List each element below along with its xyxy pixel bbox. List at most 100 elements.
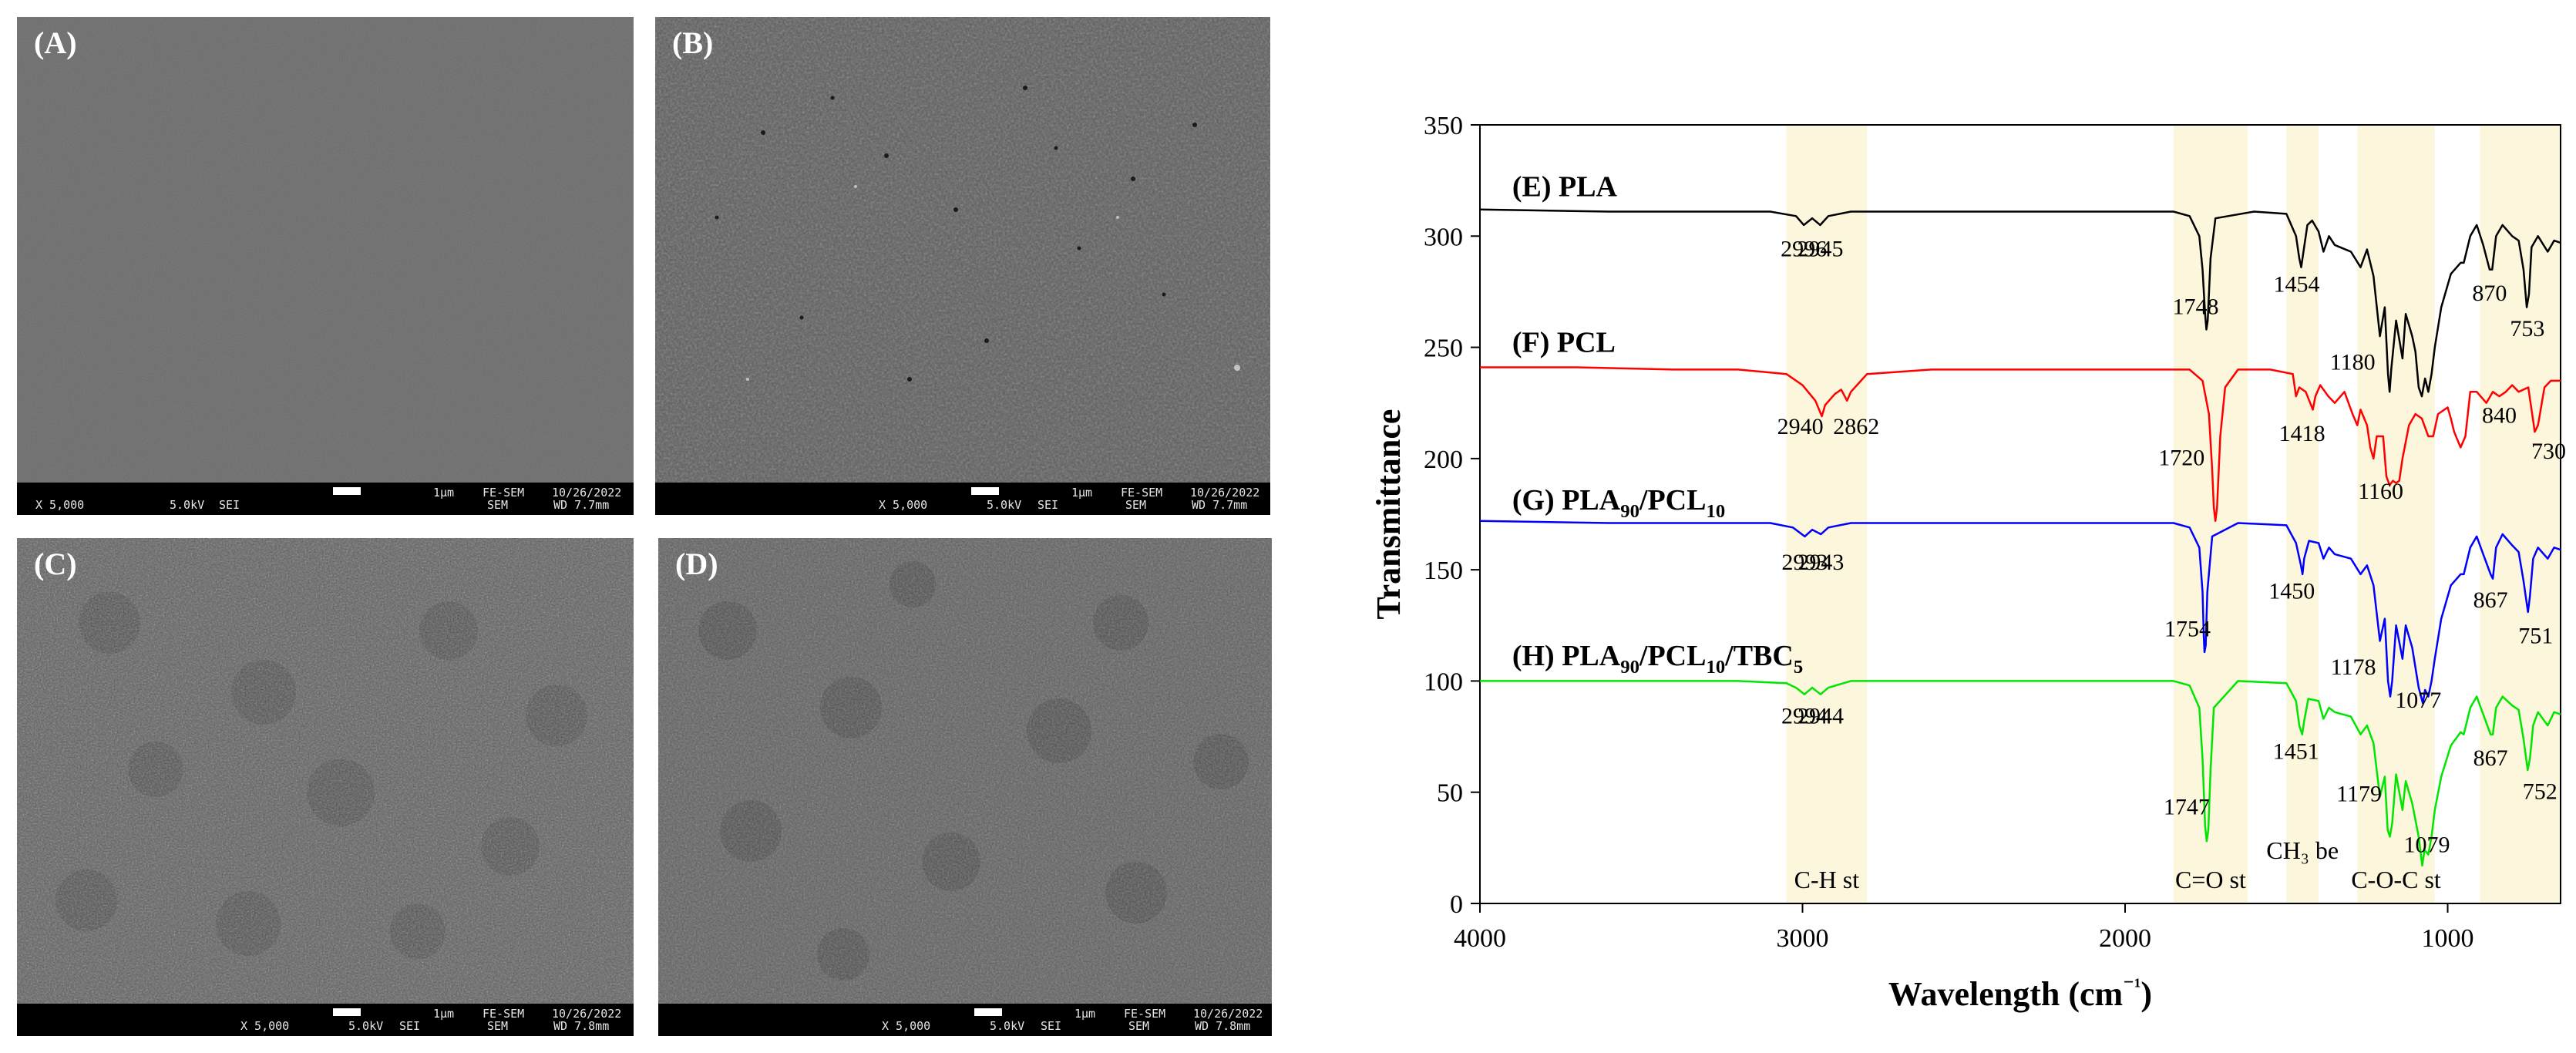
working-distance: WD 7.8mm bbox=[553, 1019, 610, 1033]
voltage: 5.0kV bbox=[170, 498, 205, 512]
magnification: X 5,000 bbox=[240, 1019, 290, 1033]
mode: SEM bbox=[487, 498, 509, 512]
x-tick-label: 2000 bbox=[2099, 924, 2151, 953]
peak-label: 2996 bbox=[1781, 236, 1827, 261]
band-label: C-O-C st bbox=[2351, 866, 2441, 893]
panel-label: (C) bbox=[34, 547, 77, 581]
series-label-part: 10 bbox=[1706, 501, 1725, 522]
working-distance: WD 7.7mm bbox=[1192, 498, 1248, 512]
peak-label: 867 bbox=[2473, 587, 2508, 613]
y-tick-label: 50 bbox=[1437, 779, 1463, 808]
scale-bar bbox=[971, 487, 999, 495]
plot-frame bbox=[1479, 124, 2561, 904]
y-tick-label: 300 bbox=[1424, 223, 1463, 251]
y-tick-label: 200 bbox=[1424, 446, 1463, 474]
peak-label: 1160 bbox=[2358, 479, 2403, 504]
peak-label: 753 bbox=[2510, 316, 2544, 341]
peak-label: 730 bbox=[2531, 439, 2566, 464]
panel-label: (D) bbox=[675, 547, 718, 581]
ftir-chart: 0 50 100 150 200 250 300 350 4000 3000 2000 1000 Tra… bbox=[1370, 112, 2566, 1013]
working-distance: WD 7.7mm bbox=[553, 498, 610, 512]
peak-label: 1454 bbox=[2274, 271, 2320, 297]
instrument: FE-SEM bbox=[1124, 1007, 1166, 1021]
peak-label: 1077 bbox=[2395, 688, 2441, 713]
magnification: X 5,000 bbox=[35, 498, 85, 512]
magnification: X 5,000 bbox=[879, 498, 928, 512]
y-tick-label: 350 bbox=[1424, 112, 1463, 140]
scale-bar bbox=[333, 487, 361, 495]
series-label-part: /TBC bbox=[1724, 640, 1794, 672]
working-distance: WD 7.8mm bbox=[1195, 1019, 1251, 1033]
series-label-part: /PCL bbox=[1639, 640, 1707, 672]
series-label-part: /PCL bbox=[1639, 484, 1707, 516]
peak-label: 751 bbox=[2518, 623, 2553, 648]
peak-label: 1180 bbox=[2330, 349, 2376, 375]
voltage: 5.0kV bbox=[990, 1019, 1025, 1033]
peak-label: 1178 bbox=[2331, 654, 2376, 680]
peak-label: 1748 bbox=[2172, 294, 2218, 319]
instrument: FE-SEM bbox=[483, 486, 525, 500]
series-name: (G) PLA90/PCL10 bbox=[1512, 484, 1725, 522]
sem-micrograph-d bbox=[658, 538, 1272, 1036]
peak-label: 1450 bbox=[2268, 579, 2315, 604]
peak-label: 870 bbox=[2472, 281, 2507, 306]
sem-info-bar: X 5,000 5.0kV SEI 1μm FE-SEM SEM 10/26/2… bbox=[655, 483, 1270, 515]
sem-micrograph-b bbox=[655, 17, 1270, 515]
x-tick-label: 3000 bbox=[1777, 924, 1829, 953]
series-label-part: 90 bbox=[1620, 501, 1639, 522]
magnification: X 5,000 bbox=[882, 1019, 931, 1033]
peak-label: 867 bbox=[2473, 745, 2508, 771]
sem-micrograph-c bbox=[17, 538, 634, 1036]
series-name: (E) PLA bbox=[1512, 170, 1618, 203]
detector: SEI bbox=[1037, 498, 1059, 512]
series-label-part: (F) PCL bbox=[1512, 326, 1616, 358]
series-line bbox=[1480, 366, 2561, 522]
mode: SEM bbox=[1125, 498, 1147, 512]
band-label: C-H st bbox=[1794, 866, 1860, 893]
band-label: C=O st bbox=[2175, 866, 2246, 893]
series-label-part: (H) PLA bbox=[1512, 640, 1621, 672]
peak-label: 2940 bbox=[1777, 414, 1824, 439]
y-axis-label: Transmittance bbox=[1370, 409, 1407, 620]
detector: SEI bbox=[399, 1019, 421, 1033]
x-axis-label: Wavelength (cm⁻¹) bbox=[1888, 974, 2152, 1013]
assignment-band bbox=[1786, 125, 1868, 903]
series-label-part: 5 bbox=[1794, 657, 1803, 678]
peak-label: 2945 bbox=[1797, 236, 1844, 261]
peak-label: 2862 bbox=[1833, 414, 1879, 439]
date: 10/26/2022 bbox=[1190, 486, 1260, 500]
y-tick-label: 0 bbox=[1450, 890, 1463, 919]
peak-label: 840 bbox=[2482, 403, 2517, 429]
series-label-part: 90 bbox=[1620, 657, 1639, 678]
peak-label: 2994 bbox=[1781, 703, 1828, 728]
sem-info-bar: X 5,000 5.0kV SEI 1μm FE-SEM SEM 10/26/2… bbox=[658, 1004, 1272, 1036]
sem-micrograph-a bbox=[17, 17, 634, 515]
peak-label: 1079 bbox=[2403, 833, 2450, 858]
x-axis-label-part: ) bbox=[2141, 975, 2152, 1013]
detector: SEI bbox=[219, 498, 240, 512]
series-line bbox=[1479, 208, 2561, 398]
sem-panel-b: (B) X 5,000 5.0kV SEI 1μm FE-SEM SEM 10/… bbox=[655, 17, 1270, 515]
date: 10/26/2022 bbox=[552, 486, 622, 500]
peak-label: 1747 bbox=[2164, 795, 2210, 820]
panel-label: (B) bbox=[672, 25, 714, 60]
series-line bbox=[1479, 520, 2561, 705]
voltage: 5.0kV bbox=[348, 1019, 384, 1033]
sem-panel-d: (D) X 5,000 5.0kV SEI 1μm FE-SEM SEM 10/… bbox=[658, 538, 1272, 1036]
series-name: (F) PCL bbox=[1512, 326, 1616, 358]
mode: SEM bbox=[1128, 1019, 1150, 1033]
instrument: FE-SEM bbox=[1121, 486, 1163, 500]
peak-label: 1720 bbox=[2158, 446, 2204, 471]
series-name: (H) PLA90/PCL10/TBC5 bbox=[1512, 640, 1803, 678]
y-tick-label: 100 bbox=[1424, 668, 1463, 696]
scale-text: 1μm bbox=[1074, 1007, 1096, 1021]
sem-info-bar: X 5,000 5.0kV SEI 1μm FE-SEM SEM 10/26/2… bbox=[17, 1004, 634, 1036]
date: 10/26/2022 bbox=[552, 1007, 622, 1021]
series-line bbox=[1480, 680, 2561, 867]
peak-label: 752 bbox=[2523, 779, 2558, 804]
x-axis-label-part: ⁻¹ bbox=[2123, 974, 2141, 998]
x-tick-label: 4000 bbox=[1454, 924, 1506, 953]
scale-bar bbox=[974, 1008, 1002, 1016]
series-label-part: (E) PLA bbox=[1512, 170, 1618, 203]
x-axis-label-part: Wavelength (cm bbox=[1888, 975, 2123, 1013]
